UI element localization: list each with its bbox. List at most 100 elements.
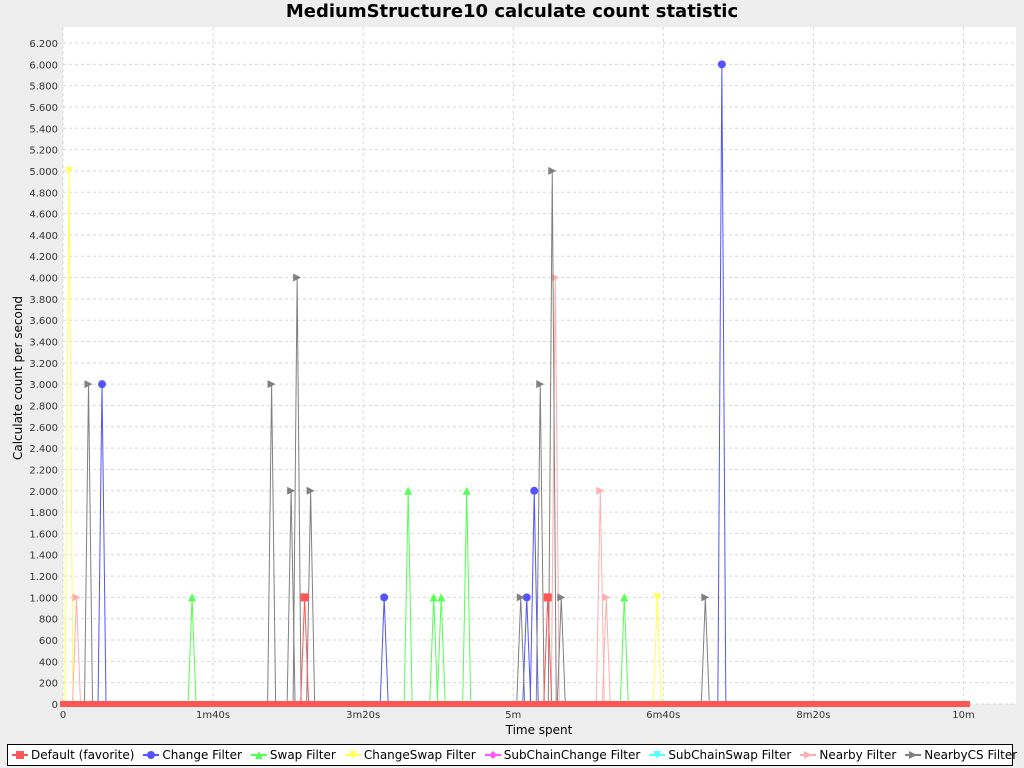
baseline-marker	[924, 701, 930, 707]
baseline-marker	[284, 701, 290, 707]
baseline-marker	[372, 701, 378, 707]
baseline-marker	[256, 701, 262, 707]
baseline-marker	[200, 701, 206, 707]
data-point	[293, 273, 302, 282]
baseline-marker	[648, 701, 654, 707]
y-tick-label: 3.600	[29, 316, 58, 327]
baseline-marker	[620, 701, 626, 707]
data-point	[596, 486, 605, 495]
y-tick-label: 5.400	[29, 124, 58, 135]
baseline-marker	[80, 701, 86, 707]
baseline-marker	[752, 701, 758, 707]
legend-item-default-favorite: Default (favorite)	[12, 748, 134, 762]
data-point	[557, 593, 566, 602]
baseline-marker	[180, 701, 186, 707]
baseline-marker	[244, 701, 250, 707]
baseline-marker	[932, 701, 938, 707]
data-point	[620, 593, 629, 602]
legend-label: SubChainChange Filter	[503, 748, 641, 762]
baseline-marker	[608, 701, 614, 707]
baseline-marker	[904, 701, 910, 707]
baseline-marker	[644, 701, 650, 707]
legend-label: SubChainSwap Filter	[668, 748, 792, 762]
baseline-marker	[328, 701, 334, 707]
baseline-marker	[316, 701, 322, 707]
baseline-marker	[216, 701, 222, 707]
baseline-marker	[760, 701, 766, 707]
baseline-marker	[164, 701, 170, 707]
baseline-marker	[272, 701, 278, 707]
baseline-marker	[880, 701, 886, 707]
data-point	[404, 486, 413, 495]
baseline-marker	[704, 701, 710, 707]
baseline-marker	[768, 701, 774, 707]
baseline-marker	[952, 701, 958, 707]
baseline-marker	[356, 701, 362, 707]
data-point	[437, 593, 446, 602]
baseline-marker	[300, 701, 306, 707]
y-tick-label: 5.000	[29, 167, 58, 178]
baseline-marker	[396, 701, 402, 707]
baseline-marker	[516, 701, 522, 707]
legend-swatch-icon	[344, 751, 361, 759]
baseline-marker	[816, 701, 822, 707]
baseline-marker	[336, 701, 342, 707]
baseline-marker	[228, 701, 234, 707]
baseline-marker	[876, 701, 882, 707]
baseline-marker	[532, 701, 538, 707]
baseline-marker	[260, 701, 266, 707]
baseline-marker	[504, 701, 510, 707]
baseline-marker	[140, 701, 146, 707]
baseline-marker	[404, 701, 410, 707]
baseline-marker	[656, 701, 662, 707]
baseline-marker	[508, 701, 514, 707]
baseline-marker	[132, 701, 138, 707]
baseline-marker	[68, 701, 74, 707]
baseline-marker	[672, 701, 678, 707]
baseline-marker	[828, 701, 834, 707]
series-nearbycs-filter	[84, 166, 710, 705]
x-tick-label: 5m	[505, 710, 521, 721]
baseline-marker	[640, 701, 646, 707]
baseline-marker	[136, 701, 142, 707]
baseline-marker	[64, 701, 70, 707]
baseline-marker	[412, 701, 418, 707]
baseline-marker	[88, 701, 94, 707]
baseline-marker	[784, 701, 790, 707]
baseline-marker	[844, 701, 850, 707]
baseline-marker	[280, 701, 286, 707]
baseline-marker	[552, 701, 558, 707]
series-swap-filter	[187, 486, 629, 705]
baseline-marker	[92, 701, 98, 707]
baseline-marker	[916, 701, 922, 707]
baseline-marker	[452, 701, 458, 707]
baseline-marker	[808, 701, 814, 707]
baseline-marker	[120, 701, 126, 707]
baseline-marker	[104, 701, 110, 707]
baseline-marker	[692, 701, 698, 707]
baseline-marker	[840, 701, 846, 707]
baseline-marker	[368, 701, 374, 707]
baseline-marker	[572, 701, 578, 707]
plot-area	[63, 27, 1016, 704]
baseline-marker	[304, 701, 310, 707]
baseline-marker	[472, 701, 478, 707]
y-tick-label: 1.600	[29, 529, 58, 540]
baseline-marker	[296, 701, 302, 707]
legend-item-subchainchange-filter: SubChainChange Filter	[484, 748, 641, 762]
baseline-marker	[964, 701, 970, 707]
baseline-marker	[128, 701, 134, 707]
baseline-marker	[208, 701, 214, 707]
baseline-marker	[520, 701, 526, 707]
baseline-marker	[524, 701, 530, 707]
y-tick-label: 4.400	[29, 231, 58, 242]
legend-label: Default (favorite)	[31, 748, 135, 762]
baseline-marker	[108, 701, 114, 707]
baseline-marker	[264, 701, 270, 707]
baseline-marker	[376, 701, 382, 707]
baseline-marker	[340, 701, 346, 707]
baseline-marker	[192, 701, 198, 707]
baseline-marker	[872, 701, 878, 707]
baseline-marker	[632, 701, 638, 707]
baseline-marker	[592, 701, 598, 707]
